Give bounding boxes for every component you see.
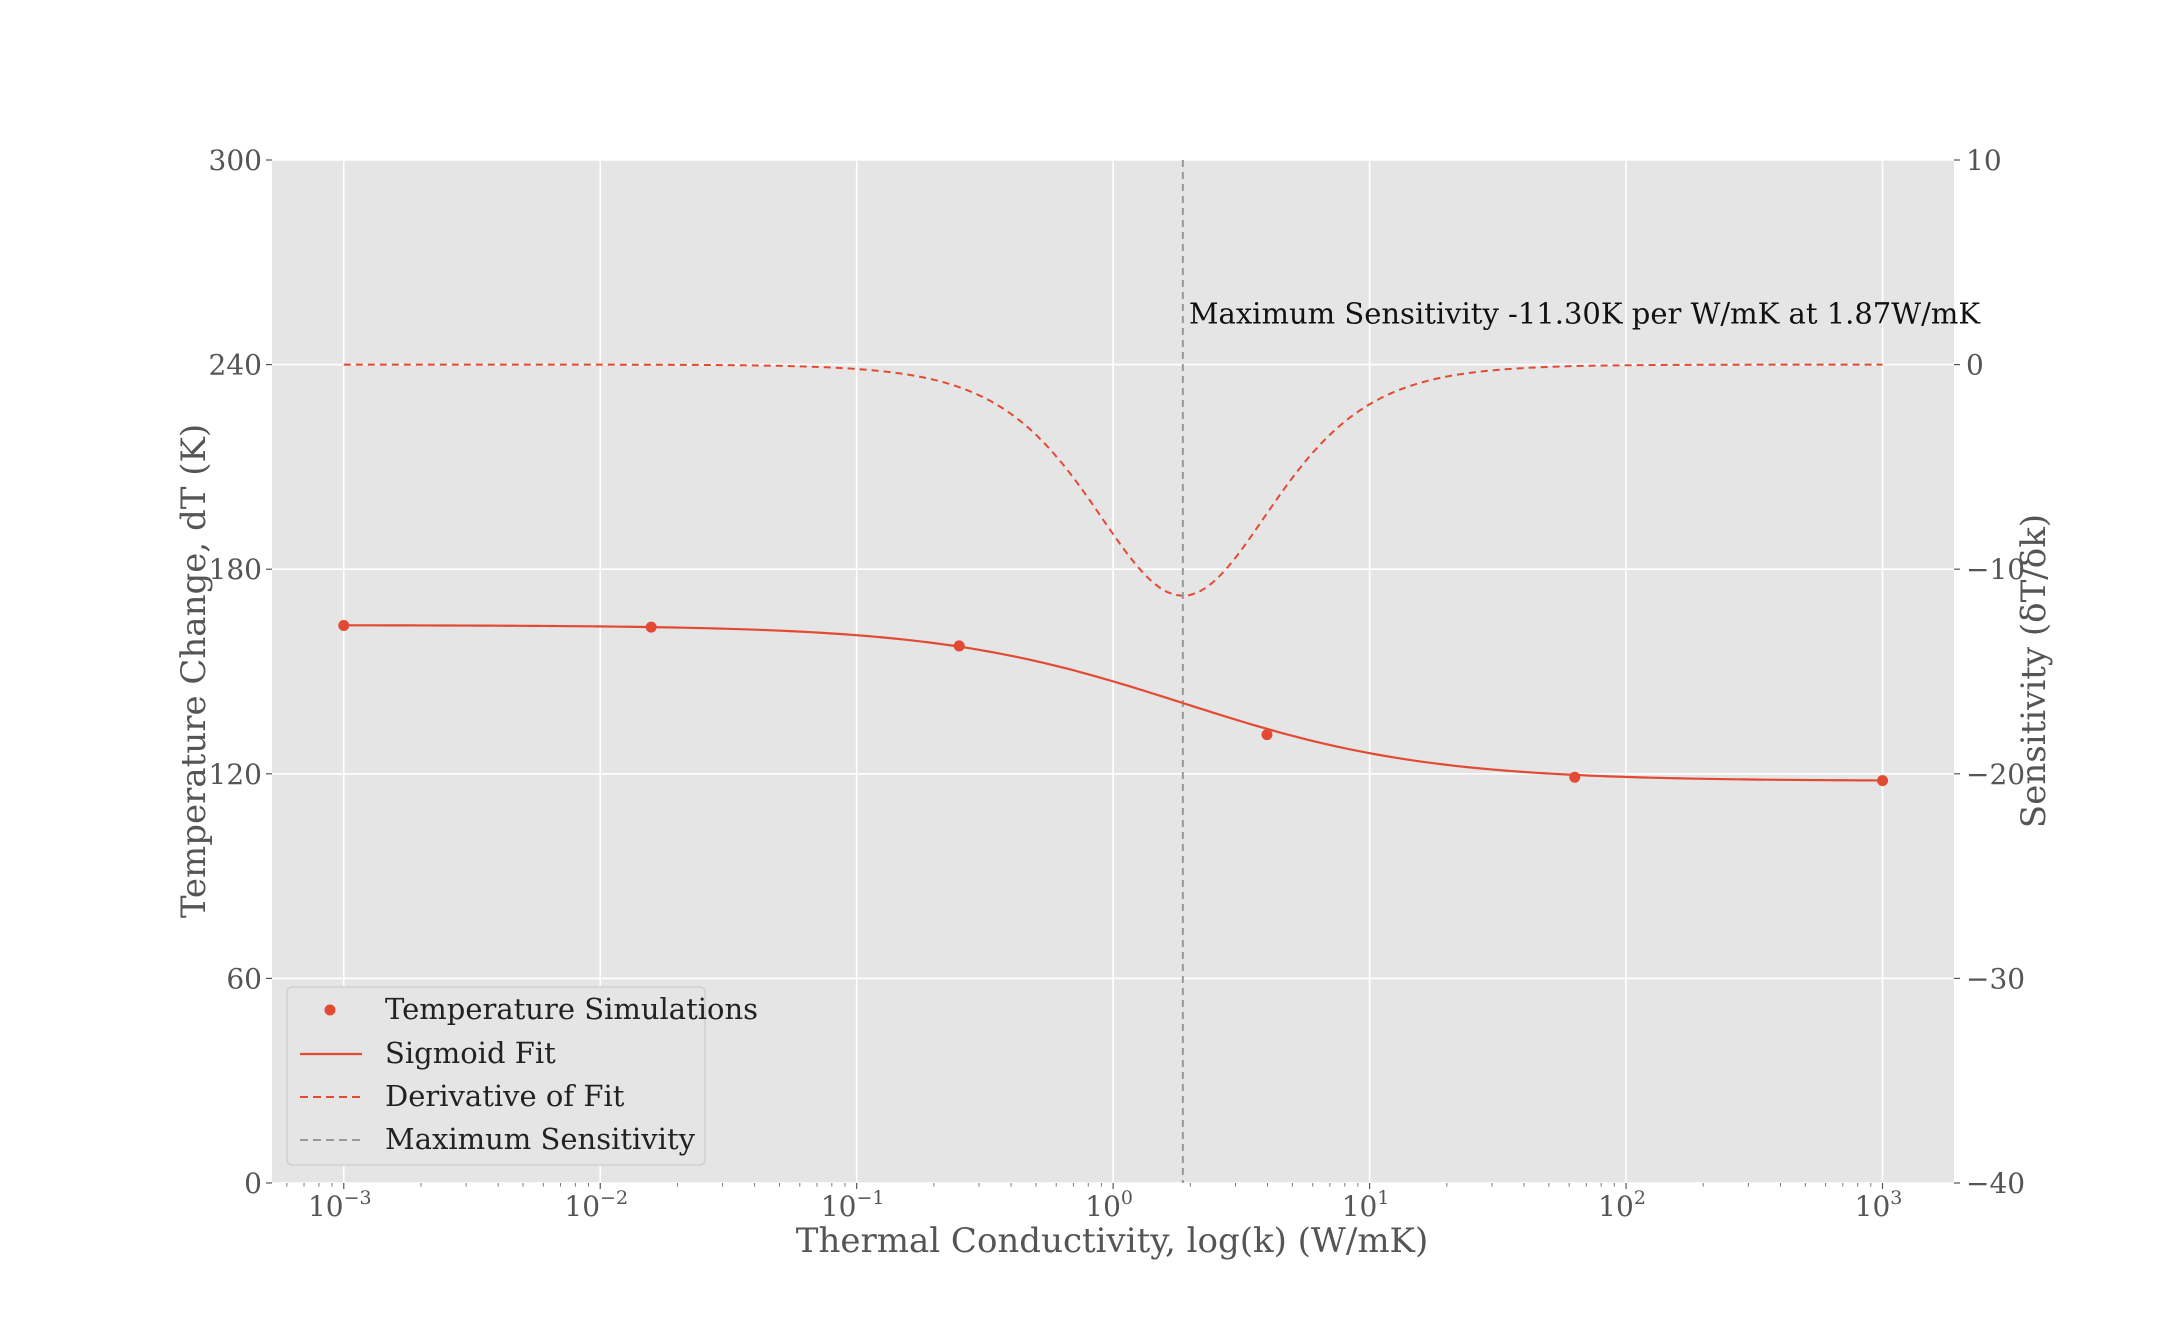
y-axis-right-label: Sensitivity (δT/δk) — [2014, 514, 2054, 828]
legend-frame — [286, 986, 706, 1166]
series-layer — [338, 160, 1889, 1183]
legend-marker-scatter — [324, 1004, 336, 1016]
legend-label-derivative-of-fit: Derivative of Fit — [385, 1079, 625, 1113]
x-tick-label: 10−2 — [564, 1187, 628, 1223]
legend: Temperature Simulations Sigmoid Fit Deri… — [286, 986, 758, 1166]
y-tick-label: 300 — [209, 144, 262, 177]
x-minor-ticks — [286, 1183, 1872, 1187]
y-right-tick-label: 0 — [1966, 349, 1984, 382]
temperature-simulation-point — [1569, 771, 1581, 783]
y-tick-label: 120 — [209, 758, 262, 791]
legend-label-sigmoid-fit: Sigmoid Fit — [385, 1036, 556, 1070]
x-axis-label: Thermal Conductivity, log(k) (W/mK) — [796, 1221, 1428, 1261]
grid-lines — [272, 159, 1954, 1184]
x-tick-label: 101 — [1342, 1187, 1390, 1223]
x-tick-label: 100 — [1085, 1187, 1133, 1223]
y-axis-label: Temperature Change, dT (K) — [174, 424, 214, 918]
x-tick-label: 103 — [1855, 1187, 1903, 1223]
y-tick-label: 240 — [209, 349, 262, 382]
y-right-tick-label: −30 — [1966, 962, 2025, 995]
sigmoid-fit-line — [343, 624, 1883, 782]
temperature-simulation-point — [953, 640, 965, 652]
y-right-tick-label: −20 — [1966, 758, 2025, 791]
temperature-simulation-point — [1877, 775, 1889, 787]
legend-label-maximum-sensitivity: Maximum Sensitivity — [385, 1122, 696, 1156]
legend-label-temperature-simulations: Temperature Simulations — [385, 992, 758, 1026]
y-tick-label: 0 — [244, 1167, 262, 1200]
x-tick-label: 10−1 — [821, 1187, 885, 1223]
y-right-tick-label: −10 — [1966, 553, 2025, 586]
max-sensitivity-annotation: Maximum Sensitivity -11.30K per W/mK at … — [1189, 297, 1981, 331]
y-tick-label: 180 — [209, 553, 262, 586]
x-tick-label: 102 — [1598, 1187, 1646, 1223]
derivative-of-fit-line — [343, 363, 1883, 597]
y-right-tick-label: 10 — [1966, 144, 2002, 177]
temperature-simulation-point — [645, 621, 657, 633]
y-right-tick-label: −40 — [1966, 1167, 2025, 1200]
y-tick-label: 60 — [226, 962, 262, 995]
temperature-simulation-point — [338, 619, 350, 631]
temperature-simulation-point — [1261, 729, 1273, 741]
x-tick-label: 10−3 — [308, 1187, 372, 1223]
